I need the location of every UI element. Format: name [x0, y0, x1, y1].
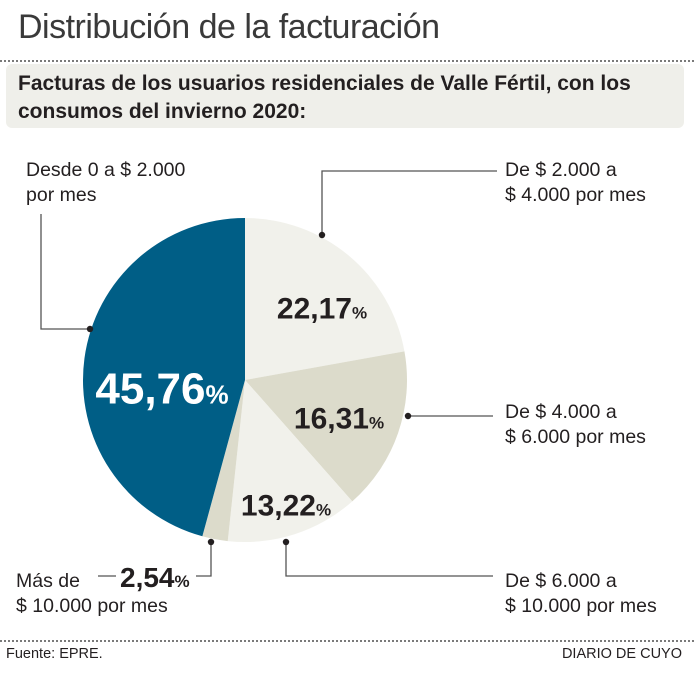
top-divider [0, 60, 694, 62]
label-line: De $ 4.000 a [505, 401, 617, 423]
percent-sign: % [352, 304, 367, 323]
chart-subtitle: Facturas de los usuarios residenciales d… [18, 72, 631, 123]
slice-value: 2,54 [120, 562, 175, 593]
subtitle-box: Facturas de los usuarios residenciales d… [6, 64, 684, 128]
slice-value: 13,22 [241, 490, 316, 523]
leader-line-2000-4000 [321, 170, 497, 235]
leader-line-0-2000 [40, 214, 90, 330]
bottom-divider [0, 640, 694, 642]
publisher-credit: DIARIO DE CUYO [561, 646, 682, 662]
slice-value: 16,31 [294, 403, 369, 436]
label-slice-6000-10000: De $ 6.000 a $ 10.000 por mes [505, 569, 657, 619]
percent-sign: % [205, 379, 228, 409]
leader-dot-2000-4000 [318, 231, 326, 239]
label-slice-2000-4000: De $ 2.000 a $ 4.000 por mes [505, 158, 646, 208]
pie-slice-2000-4000 [245, 218, 405, 380]
leader-dot-0-2000 [86, 325, 94, 333]
label-line: $ 10.000 por mes [505, 595, 657, 617]
slice-value-label-over-10000: 2,54% [120, 562, 190, 593]
pie-slice-4000-6000 [245, 351, 407, 502]
label-line: Desde 0 a $ 2.000 [26, 159, 186, 181]
label-line: De $ 2.000 a [505, 159, 617, 181]
slice-value-label-6000-10000: 13,22% [241, 490, 331, 523]
slice-value: 22,17 [277, 293, 352, 326]
source-note: Fuente: EPRE. [6, 646, 103, 662]
leader-line-6000-10000 [285, 542, 493, 577]
leader-dot-4000-6000 [404, 412, 412, 420]
slice-value-label-0-2000: 45,76% [95, 364, 228, 413]
slice-value-label-2000-4000: 22,17% [277, 293, 367, 326]
percent-sign: % [316, 501, 331, 520]
label-line: $ 6.000 por mes [505, 426, 646, 448]
slice-value-label-4000-6000: 16,31% [294, 403, 384, 436]
leader-dot-6000-10000 [282, 538, 290, 546]
label-line: por mes [26, 184, 97, 206]
pie-slice-over-10000 [202, 380, 245, 542]
label-line: $ 4.000 por mes [505, 184, 646, 206]
slice-value: 45,76 [95, 364, 205, 413]
percent-sign: % [175, 572, 190, 591]
leader-dot-over-10000 [207, 538, 215, 546]
pie-slice-0-2000 [82, 218, 245, 537]
label-line: $ 10.000 por mes [16, 595, 168, 617]
label-slice-over-10000: Más de $ 10.000 por mes [16, 569, 168, 619]
pie-slice-6000-10000 [227, 380, 353, 542]
label-slice-0-2000: Desde 0 a $ 2.000 por mes [26, 158, 185, 208]
percent-sign: % [369, 414, 384, 433]
label-slice-4000-6000: De $ 4.000 a $ 6.000 por mes [505, 400, 646, 450]
leader-line-over-10000 [196, 542, 212, 577]
label-line: Más de [16, 570, 80, 592]
label-line: De $ 6.000 a [505, 570, 617, 592]
chart-title: Distribución de la facturación [18, 8, 440, 46]
